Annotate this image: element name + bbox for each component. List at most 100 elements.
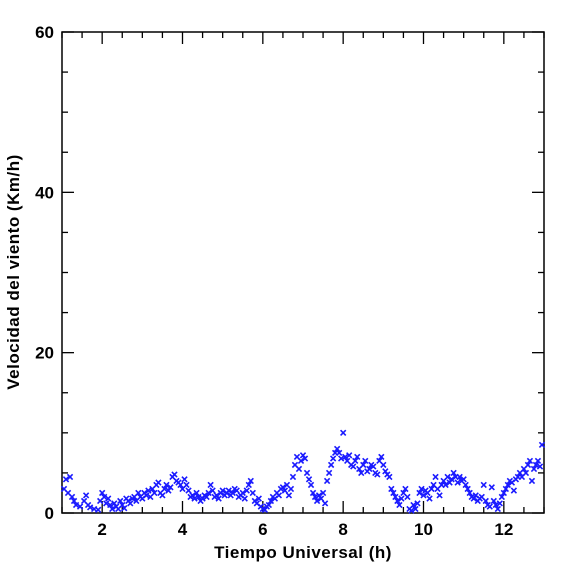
y-axis-title: Velocidad del viento (Km/h) bbox=[4, 154, 23, 389]
data-point bbox=[418, 485, 425, 493]
data-point bbox=[66, 473, 74, 481]
data-point bbox=[301, 455, 309, 462]
plot-area bbox=[61, 31, 545, 514]
data-point bbox=[233, 487, 240, 494]
data-point bbox=[522, 469, 530, 477]
data-point bbox=[504, 481, 512, 489]
data-point bbox=[311, 493, 319, 501]
data-point bbox=[305, 476, 313, 483]
data-point bbox=[450, 469, 457, 477]
data-point bbox=[528, 477, 536, 485]
data-point bbox=[386, 473, 393, 481]
data-point bbox=[346, 452, 353, 459]
data-point bbox=[490, 497, 497, 505]
data-point bbox=[402, 485, 409, 493]
data-point bbox=[486, 503, 493, 510]
data-point bbox=[267, 497, 275, 505]
data-point bbox=[394, 497, 401, 505]
data-point bbox=[299, 452, 307, 459]
data-point bbox=[492, 501, 499, 509]
data-point bbox=[530, 465, 538, 473]
data-point bbox=[408, 507, 415, 514]
data-point bbox=[171, 471, 178, 478]
data-point bbox=[103, 500, 110, 507]
data-point bbox=[119, 501, 126, 509]
data-point bbox=[470, 495, 477, 502]
y-tick-label: 40 bbox=[35, 183, 54, 202]
data-point bbox=[382, 468, 389, 475]
data-point bbox=[135, 489, 142, 497]
data-point bbox=[442, 481, 449, 489]
data-point bbox=[327, 461, 335, 469]
x-tick-label: 4 bbox=[178, 520, 188, 539]
data-point bbox=[352, 457, 359, 465]
data-point bbox=[249, 489, 256, 497]
data-point bbox=[243, 487, 250, 494]
data-point bbox=[526, 457, 534, 465]
data-point bbox=[354, 453, 361, 461]
data-point bbox=[460, 476, 467, 483]
data-point bbox=[177, 481, 184, 489]
data-point bbox=[70, 497, 78, 505]
data-point bbox=[380, 461, 387, 469]
data-point bbox=[337, 455, 345, 462]
data-point bbox=[456, 473, 463, 481]
data-point bbox=[414, 500, 421, 507]
x-tick-label: 12 bbox=[494, 520, 513, 539]
data-point bbox=[313, 497, 321, 505]
data-point bbox=[107, 501, 114, 509]
data-point bbox=[444, 473, 451, 481]
data-point bbox=[317, 495, 325, 502]
data-point bbox=[307, 481, 315, 489]
data-point bbox=[82, 492, 90, 499]
axis-tick-labels: 2 4 6 8 10 12 0 20 40 60 bbox=[35, 23, 513, 539]
data-point bbox=[404, 493, 411, 501]
data-point bbox=[295, 465, 303, 473]
data-point bbox=[191, 495, 198, 502]
data-point bbox=[532, 461, 540, 469]
data-point bbox=[285, 492, 293, 499]
data-point bbox=[111, 500, 118, 507]
data-point bbox=[388, 485, 395, 493]
data-point bbox=[321, 500, 329, 507]
data-point bbox=[333, 445, 341, 453]
data-point bbox=[448, 476, 455, 483]
data-point bbox=[500, 489, 507, 497]
data-point bbox=[151, 489, 158, 497]
data-point bbox=[319, 489, 327, 497]
data-point bbox=[309, 489, 317, 497]
data-point bbox=[209, 487, 216, 494]
data-point bbox=[121, 505, 128, 512]
data-point bbox=[255, 495, 262, 502]
data-point bbox=[426, 495, 433, 502]
data-point bbox=[432, 473, 439, 481]
data-point bbox=[203, 493, 210, 501]
data-point bbox=[392, 493, 399, 501]
data-point bbox=[480, 481, 487, 489]
data-point bbox=[117, 497, 124, 505]
axis-ticks bbox=[61, 31, 545, 514]
data-point bbox=[378, 453, 385, 461]
data-point bbox=[219, 487, 226, 494]
data-point bbox=[396, 501, 403, 509]
data-point bbox=[145, 487, 152, 494]
data-point bbox=[358, 469, 365, 477]
data-point bbox=[524, 461, 532, 469]
x-axis-title: Tiempo Universal (h) bbox=[214, 543, 392, 562]
data-point bbox=[370, 463, 377, 470]
data-point bbox=[303, 469, 311, 477]
data-point bbox=[496, 500, 503, 507]
data-point bbox=[510, 487, 518, 494]
data-point bbox=[360, 461, 367, 469]
data-point bbox=[342, 453, 349, 461]
data-point bbox=[436, 492, 443, 499]
data-point bbox=[366, 465, 373, 473]
data-point bbox=[101, 493, 108, 501]
data-point bbox=[155, 479, 162, 486]
data-marks bbox=[60, 429, 546, 514]
data-point bbox=[428, 485, 435, 493]
data-point bbox=[76, 503, 84, 510]
y-tick-label: 20 bbox=[35, 344, 54, 363]
data-point bbox=[464, 485, 471, 493]
data-point bbox=[329, 455, 337, 462]
